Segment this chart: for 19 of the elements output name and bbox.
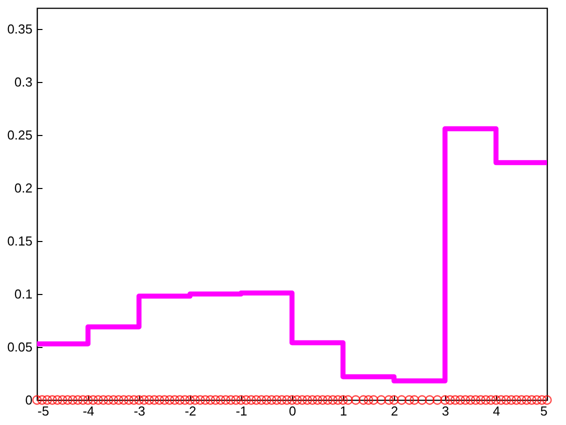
x-tick-label: -1	[236, 404, 248, 418]
y-tick-label: 0.25	[7, 128, 32, 143]
x-tick-label: 2	[390, 404, 398, 418]
x-tick-label: 3	[442, 404, 450, 418]
x-tick-label: 4	[492, 404, 500, 418]
x-tick-label: 0	[288, 404, 296, 418]
y-tick-label: 0.1	[14, 286, 32, 302]
x-tick-label: 1	[340, 404, 348, 418]
x-tick-label: -2	[184, 404, 196, 418]
x-tick-label: -5	[38, 404, 50, 418]
y-tick-label: 0	[25, 392, 32, 408]
x-tick-label: -3	[134, 404, 146, 418]
y-tick-label: 0.15	[7, 234, 32, 249]
y-tick-label: 0.35	[7, 22, 32, 37]
x-tick-label: -4	[82, 404, 94, 418]
x-tick-label: 5	[540, 404, 548, 418]
y-tick-label: 0.05	[7, 340, 32, 355]
y-tick-label: 0.3	[14, 74, 32, 90]
y-tick-label: 0.2	[14, 180, 32, 196]
